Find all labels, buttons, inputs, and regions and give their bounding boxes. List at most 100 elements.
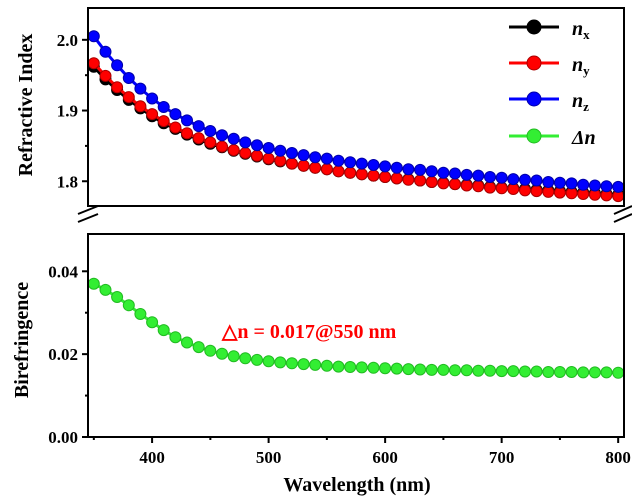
series-dn-point [355, 361, 368, 374]
series-ny-point [192, 132, 205, 145]
series-ny-point [309, 161, 322, 174]
series-nz-point [588, 179, 601, 192]
legend-entry-dn: Δn [509, 127, 596, 149]
series-nz-point [600, 180, 613, 193]
series-nz-point [472, 169, 485, 182]
series-dn-point [297, 358, 310, 371]
series-dn-point [192, 341, 205, 354]
series-dn-point [332, 360, 345, 373]
series-nz-point [355, 157, 368, 170]
legend-entry-ny: ny [509, 54, 590, 78]
series-ny-point [507, 183, 520, 195]
series-nz-point [542, 176, 555, 188]
series-ny-point [542, 185, 555, 198]
bottom-y-tick-label: 0.04 [48, 262, 78, 281]
series-ny-point [519, 184, 531, 197]
series-nz-point [530, 174, 543, 187]
x-tick-label: 600 [372, 448, 398, 467]
series-ny-point [99, 69, 112, 82]
series-dn-point [553, 366, 566, 378]
series-ny-point [262, 152, 275, 165]
series-ny-point [146, 108, 159, 121]
series-ny-point [157, 115, 170, 128]
series-ny-point [111, 81, 124, 94]
series-dn [87, 277, 625, 379]
series-ny-point [297, 159, 310, 172]
series-dn-point [122, 299, 135, 312]
series-ny-point [472, 180, 485, 193]
series-dn-point [367, 361, 380, 374]
series-nz-point [414, 163, 427, 176]
series-nz-point [169, 108, 182, 121]
legend-ny-subscript: y [583, 63, 590, 78]
series-dn-point [495, 365, 508, 378]
x-tick-label: 800 [605, 448, 631, 467]
top-plot-frame [87, 7, 625, 207]
series-nz-point [612, 180, 625, 193]
series-ny-point [425, 176, 438, 188]
top-y-tick-label: 2.0 [57, 31, 78, 50]
series-ny-point [449, 178, 461, 191]
series-ny-point [414, 174, 427, 187]
legend-nx-marker [526, 19, 542, 35]
axis-break-gap [78, 207, 632, 234]
series-dn-point [542, 366, 555, 378]
series-dn-point [239, 352, 252, 365]
series-nz-point [99, 45, 112, 58]
series-nz-point [216, 129, 228, 142]
series-ny-point [460, 179, 473, 192]
series-nz-point [320, 152, 333, 165]
birefringence-panel: 0.00 0.02 0.04 Birefringence △n = 0.017@55… [11, 233, 625, 447]
series-nz-point [111, 59, 124, 72]
legend-nx-label: nx [572, 18, 590, 42]
series-dn-point [251, 353, 263, 366]
series-nz-point [390, 161, 403, 174]
series-dn-point [274, 356, 287, 369]
left-break-mark-lower [77, 213, 99, 223]
series-dn-point [600, 366, 613, 379]
series-ny-point [181, 127, 193, 140]
bottom-y-tick-label: 0.02 [48, 345, 78, 364]
series-nz-point [332, 154, 345, 167]
series-dn-point [390, 362, 403, 375]
series-ny-point [320, 163, 333, 176]
series-nz-point [134, 82, 147, 95]
series-dn-point [181, 336, 193, 349]
series-nz-point [181, 114, 193, 127]
legend-dn-label: Δn [571, 127, 596, 149]
series-ny-point [87, 57, 100, 70]
series-ny-point [251, 149, 263, 162]
series-ny-point [530, 185, 543, 198]
series-dn-point [612, 366, 625, 379]
series-ny-point [390, 172, 403, 185]
top-y-tick-label: 1.9 [57, 102, 78, 121]
legend-ny-label: ny [572, 54, 590, 78]
series-ny-point [379, 171, 392, 183]
series-dn-point [472, 364, 485, 377]
left-break-mark-upper [77, 205, 99, 215]
x-tick-label: 400 [139, 448, 165, 467]
legend-entry-nz: nz [509, 90, 589, 114]
series-dn-point [134, 308, 147, 320]
series-nz-point [565, 177, 578, 190]
series-ny-point [239, 147, 252, 159]
series-nz-point [484, 171, 496, 183]
series-nz-point [519, 173, 531, 186]
series-dn-point [414, 363, 427, 376]
series-ny-point [122, 91, 135, 104]
series-nz [87, 30, 625, 193]
legend-nz-label: nz [572, 90, 589, 114]
right-break-mark-upper [613, 205, 632, 215]
series-nz-point [274, 144, 287, 157]
series-dn-point [204, 344, 217, 357]
top-y-tick-label: 1.8 [57, 172, 78, 191]
series-dn-point [111, 291, 124, 303]
wavelength-axis-label: Wavelength (nm) [283, 474, 430, 496]
series-nz-point [367, 159, 380, 171]
series-dn-point [99, 283, 112, 296]
refractive-index-panel: 1.8 1.9 2.0 Refractive Index nx ny nz [15, 7, 625, 207]
series-dn-point [484, 364, 496, 377]
series-ny-point [216, 140, 228, 153]
series-nz-point [425, 165, 438, 178]
